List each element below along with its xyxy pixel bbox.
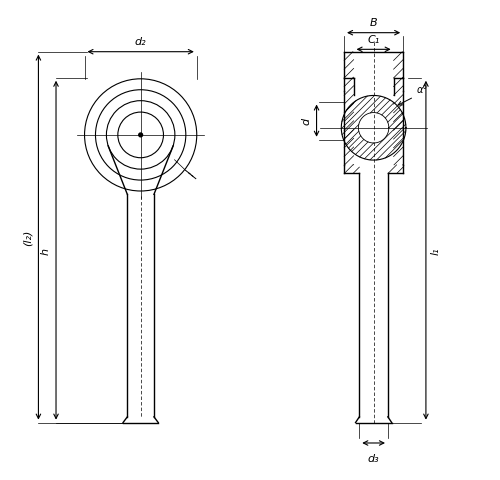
Text: α°: α° — [416, 85, 428, 96]
Text: (l₂): (l₂) — [23, 229, 33, 246]
Text: B: B — [370, 18, 378, 28]
Text: d₃: d₃ — [368, 454, 380, 464]
Text: d₂: d₂ — [135, 37, 146, 47]
Circle shape — [138, 134, 142, 137]
Text: l₁: l₁ — [430, 247, 440, 254]
Text: d: d — [301, 118, 311, 125]
Text: C₁: C₁ — [368, 35, 380, 45]
Text: h: h — [40, 247, 50, 254]
